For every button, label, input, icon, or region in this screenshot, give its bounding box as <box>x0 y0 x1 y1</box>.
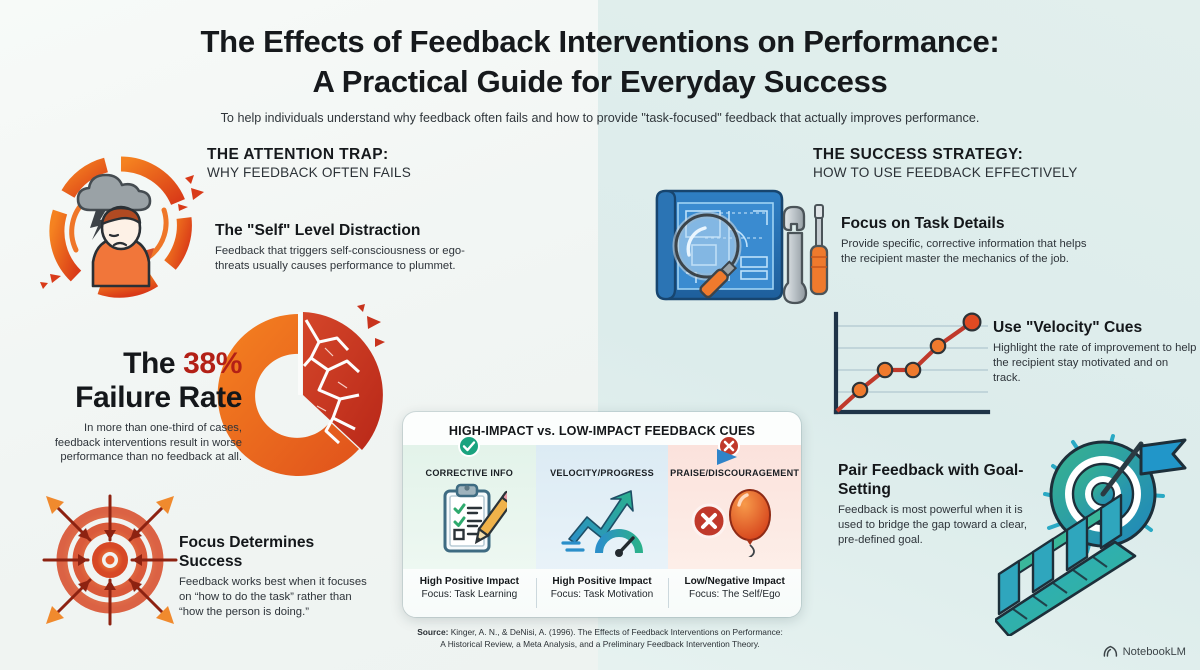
notebooklm-label: NotebookLM <box>1122 645 1186 658</box>
task-details-body: Provide specific, corrective information… <box>841 238 1087 265</box>
velocity-cues-heading: Use "Velocity" Cues <box>993 319 1143 336</box>
notebooklm-icon <box>1103 645 1117 657</box>
failure-rate-headline: The 38% <box>42 347 242 381</box>
stressed-person-storm-cloud-arrows-icon <box>28 152 214 300</box>
comparison-footer-corrective-info: High Positive Impact Focus: Task Learnin… <box>403 575 536 617</box>
page-title-line1: The Effects of Feedback Interventions on… <box>200 24 1000 59</box>
failure-rate-percent: 38% <box>183 347 242 380</box>
rising-line-chart-icon <box>820 308 992 426</box>
pair-goal-body: Feedback is most powerful when it is use… <box>838 504 1028 546</box>
comparison-column-corrective-info[interactable]: CORRECTIVE INFO <box>403 435 536 576</box>
failure-rate-stat: The 38% Failure Rate In more than one-th… <box>42 347 243 465</box>
task-details-heading: Focus on Task Details <box>841 215 1005 232</box>
page-title-line2: A Practical Guide for Everyday Success <box>312 63 888 99</box>
target-with-converging-arrows-icon <box>38 488 182 632</box>
comparison-column-velocity-progress[interactable]: VELOCITY/PROGRESS <box>535 445 669 576</box>
notebooklm-watermark: NotebookLM <box>1103 645 1186 658</box>
source-citation: Source: Kinger, A. N., & DeNisi, A. (199… <box>0 627 1200 651</box>
focus-velocity-progress: Focus: Task Motivation <box>550 589 654 601</box>
failure-rate-the: The <box>123 347 184 380</box>
source-line1: Source: Kinger, A. N., & DeNisi, A. (199… <box>0 627 1200 639</box>
text-block-focus-determines-success: Focus Determines Success Feedback works … <box>179 533 369 620</box>
impact-praise-discouragement: Low/Negative Impact <box>684 576 785 587</box>
balloon-with-x-icon <box>668 481 801 559</box>
velocity-cues-body: Highlight the rate of improvement to hel… <box>993 342 1197 384</box>
blueprint-magnifier-tools-icon <box>645 183 837 317</box>
section-heading-attention-trap: THE ATTENTION TRAP: WHY FEEDBACK OFTEN F… <box>207 146 411 180</box>
text-block-velocity-cues: Use "Velocity" Cues Highlight the rate o… <box>993 318 1198 386</box>
section-heading-attention-trap-line1: THE ATTENTION TRAP: <box>207 146 389 163</box>
comparison-label-velocity-progress: VELOCITY/PROGRESS <box>550 468 654 478</box>
focus-praise-discouragement: Focus: The Self/Ego <box>689 589 781 601</box>
text-block-self-level-distraction: The "Self" Level Distraction Feedback th… <box>215 221 475 274</box>
impact-velocity-progress: High Positive Impact <box>552 576 652 587</box>
section-heading-success-strategy-line2: HOW TO USE FEEDBACK EFFECTIVELY <box>813 165 1078 180</box>
check-circle-icon <box>458 435 481 457</box>
feedback-cues-comparison-card: HIGH-IMPACT vs. LOW-IMPACT FEEDBACK CUES… <box>403 412 801 617</box>
comparison-label-corrective-info: CORRECTIVE INFO <box>425 468 514 478</box>
self-level-body: Feedback that triggers self-consciousnes… <box>215 245 465 272</box>
page-subtitle: To help individuals understand why feedb… <box>220 111 980 126</box>
cracked-donut-chart-icon <box>207 298 393 492</box>
focus-determines-heading: Focus Determines Success <box>179 534 315 571</box>
focus-corrective-info: Focus: Task Learning <box>421 589 518 601</box>
failure-rate-label: Failure Rate <box>75 380 242 414</box>
comparison-column-praise-discouragement[interactable]: PRAISE/DISCOURAGEMENT <box>668 435 801 576</box>
text-block-focus-on-task-details: Focus on Task Details Provide specific, … <box>841 214 1096 267</box>
comparison-label-praise-discouragement: PRAISE/DISCOURAGEMENT <box>670 468 800 478</box>
impact-corrective-info: High Positive Impact <box>419 576 519 587</box>
section-heading-attention-trap-line2: WHY FEEDBACK OFTEN FAILS <box>207 165 411 180</box>
rising-arrow-gauge-icon <box>536 481 669 559</box>
source-label: Source: <box>417 627 449 637</box>
comparison-card-title: HIGH-IMPACT vs. LOW-IMPACT FEEDBACK CUES <box>448 424 756 438</box>
x-circle-icon <box>718 435 741 457</box>
source-citation-line1: Kinger, A. N., & DeNisi, A. (1996). The … <box>448 627 783 637</box>
failure-rate-description: In more than one-third of cases, feedbac… <box>54 422 242 464</box>
comparison-footer-velocity-progress: High Positive Impact Focus: Task Motivat… <box>535 575 669 617</box>
text-block-pair-feedback-goal-setting: Pair Feedback with Goal-Setting Feedback… <box>838 461 1028 548</box>
focus-determines-body: Feedback works best when it focuses on “… <box>179 576 367 618</box>
section-heading-success-strategy-line1: THE SUCCESS STRATEGY: <box>813 146 1024 163</box>
comparison-footer-praise-discouragement: Low/Negative Impact Focus: The Self/Ego <box>668 575 801 617</box>
section-heading-success-strategy: THE SUCCESS STRATEGY: HOW TO USE FEEDBAC… <box>813 146 1078 180</box>
page-header: The Effects of Feedback Interventions on… <box>0 22 1200 127</box>
clipboard-checklist-icon <box>403 481 536 559</box>
pair-goal-heading: Pair Feedback with Goal-Setting <box>838 462 1024 499</box>
source-citation-line2: A Historical Review, a Meta Analysis, an… <box>440 638 760 649</box>
comparison-columns: CORRECTIVE INFO <box>403 435 801 576</box>
comparison-footers: High Positive Impact Focus: Task Learnin… <box>403 569 801 617</box>
bridge-to-target-flag-icon <box>993 424 1200 638</box>
self-level-heading: The "Self" Level Distraction <box>215 222 421 239</box>
